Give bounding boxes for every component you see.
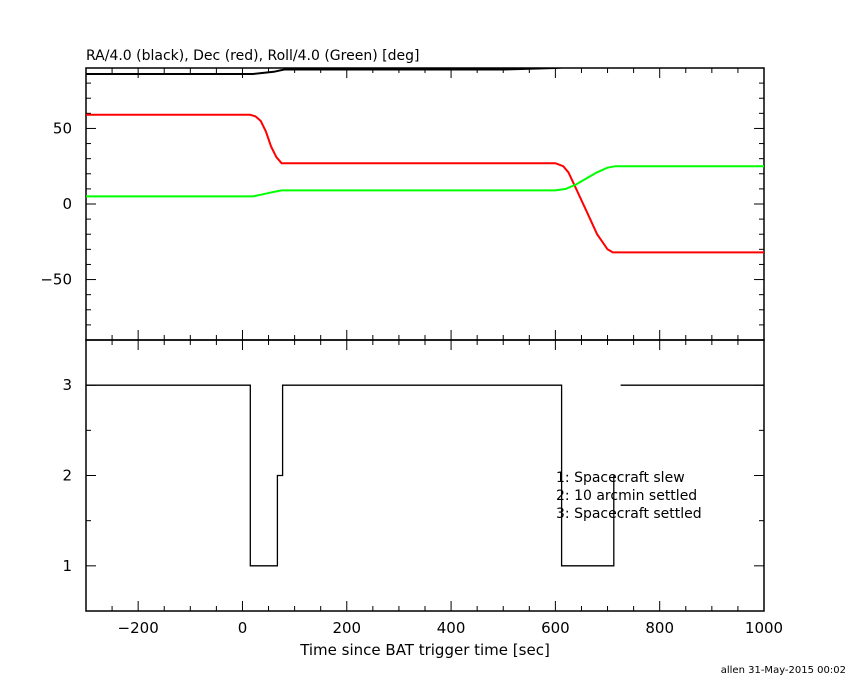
- x-tick-label: 800: [645, 619, 674, 637]
- top-panel: RA/4.0 (black), Dec (red), Roll/4.0 (Gre…: [40, 48, 765, 341]
- x-tick-label: −200: [118, 619, 159, 637]
- x-axis-label: Time since BAT trigger time [sec]: [299, 641, 550, 659]
- top-series-line-1: [86, 113, 764, 254]
- top-plot-frame: [85, 67, 765, 341]
- top-series-line-2: [86, 165, 764, 198]
- x-ticks: −200 0 200 400 600 800 1000: [111, 68, 783, 637]
- bottom-y-tick-label: 2: [62, 467, 72, 485]
- top-y-tick-label: −50: [40, 271, 72, 289]
- footer-credit: allen 31-May-2015 00:02: [721, 665, 846, 676]
- top-series-line-0: [86, 68, 570, 75]
- x-tick-label: 600: [541, 619, 570, 637]
- bottom-y-tick-label: 1: [62, 557, 72, 575]
- x-tick-label: 200: [332, 619, 361, 637]
- top-y-tick-label: 50: [53, 119, 72, 137]
- bottom-panel: 1 2 3 −200 0 200 400 600 800 1000 1: Spacecraft …: [62, 68, 783, 659]
- x-tick-label: 1000: [745, 619, 783, 637]
- top-y-ticks: −50 0 50: [40, 82, 764, 326]
- annotation-2: 2: 10 arcmin settled: [556, 488, 697, 504]
- annotation-1: 1: Spacecraft slew: [556, 470, 685, 486]
- bottom-series-group: [86, 384, 764, 567]
- annotation-3: 3: Spacecraft settled: [556, 506, 702, 522]
- bottom-y-tick-label: 3: [62, 376, 72, 394]
- x-tick-label: 0: [238, 619, 248, 637]
- x-tick-label: 400: [437, 619, 466, 637]
- top-panel-title: RA/4.0 (black), Dec (red), Roll/4.0 (Gre…: [86, 48, 419, 64]
- bottom-step-line-0: [86, 384, 615, 567]
- top-series-group: [86, 68, 764, 254]
- top-y-tick-label: 0: [62, 195, 72, 213]
